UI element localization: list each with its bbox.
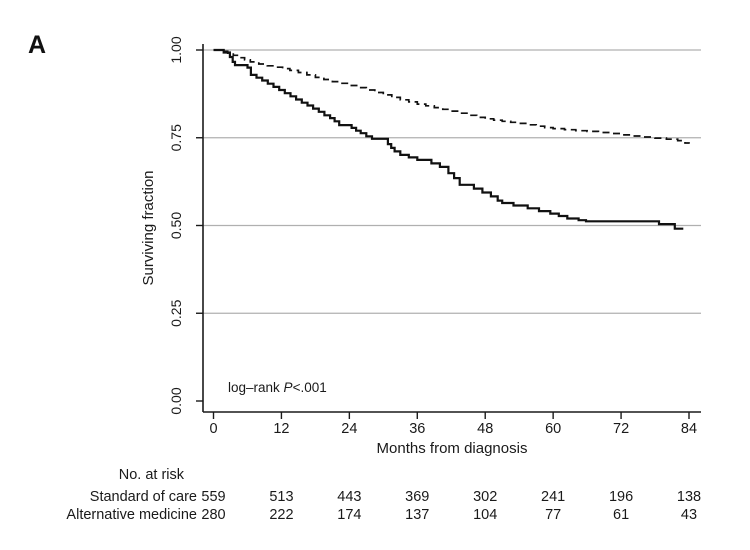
risk-table-title: No. at risk: [119, 467, 185, 483]
y-tick-label: 1.00: [168, 36, 184, 63]
risk-value: 280: [201, 507, 225, 523]
y-axis-title: Surviving fraction: [140, 170, 157, 285]
y-tick-label: 0.00: [168, 387, 184, 414]
panel-label: A: [28, 31, 47, 59]
x-tick-label: 84: [681, 421, 697, 437]
risk-value: 138: [677, 489, 701, 505]
risk-value: 369: [405, 489, 429, 505]
x-tick-label: 36: [409, 421, 425, 437]
x-tick-label: 48: [477, 421, 493, 437]
x-tick-label: 12: [273, 421, 289, 437]
risk-value: 513: [269, 489, 293, 505]
risk-value: 443: [337, 489, 361, 505]
risk-value: 241: [541, 489, 565, 505]
risk-value: 222: [269, 507, 293, 523]
x-axis-title: Months from diagnosis: [377, 440, 528, 457]
y-tick-label: 0.25: [168, 299, 184, 326]
y-tick-label: 0.50: [168, 212, 184, 239]
risk-row-label: Alternative medicine: [66, 507, 197, 523]
risk-row-label: Standard of care: [90, 489, 197, 505]
x-tick-label: 72: [613, 421, 629, 437]
risk-value: 302: [473, 489, 497, 505]
risk-value: 77: [545, 507, 561, 523]
risk-value: 61: [613, 507, 629, 523]
pvalue-annotation: log–rank P<.001: [228, 380, 327, 395]
x-tick-label: 0: [209, 421, 217, 437]
y-tick-label: 0.75: [168, 124, 184, 151]
risk-value: 196: [609, 489, 633, 505]
survival-curve-alternative-medicine: [213, 48, 684, 230]
survival-curve-standard-of-care: [213, 49, 690, 144]
risk-value: 43: [681, 507, 697, 523]
risk-value: 104: [473, 507, 497, 523]
risk-value: 174: [337, 507, 361, 523]
risk-value: 559: [201, 489, 225, 505]
x-tick-label: 60: [545, 421, 561, 437]
x-tick-label: 24: [341, 421, 357, 437]
risk-value: 137: [405, 507, 429, 523]
